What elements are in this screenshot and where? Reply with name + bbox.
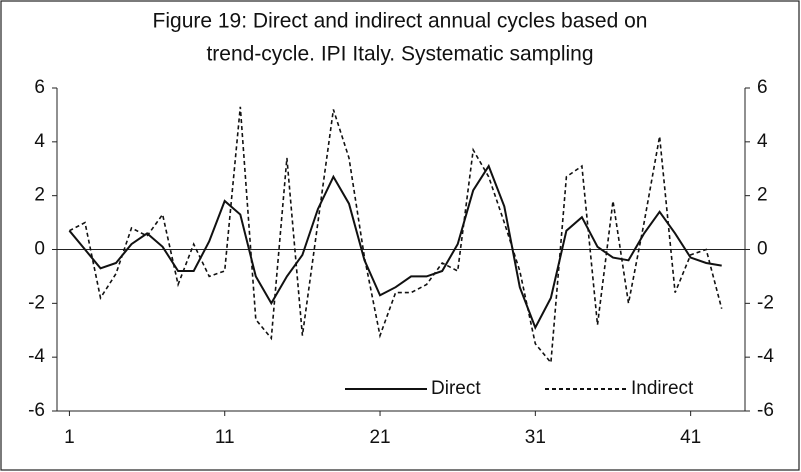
y-tick-label: 0 bbox=[34, 239, 45, 260]
y2-tick-label: 4 bbox=[757, 131, 768, 152]
y2-tick-label: 2 bbox=[757, 185, 768, 206]
x-tick-label: 1 bbox=[64, 427, 75, 448]
legend-label: Indirect bbox=[631, 378, 694, 399]
y2-tick-label: -4 bbox=[757, 346, 774, 367]
legend-label: Direct bbox=[431, 378, 481, 399]
series-line bbox=[68, 163, 722, 331]
y2-tick-label: 0 bbox=[757, 239, 768, 260]
chart-title: trend-cycle. IPI Italy. Systematic sampl… bbox=[206, 43, 593, 66]
y-tick-label: -4 bbox=[28, 346, 45, 367]
y2-tick-label: -2 bbox=[757, 292, 774, 313]
y-tick-label: 2 bbox=[34, 185, 45, 206]
y-tick-label: -6 bbox=[28, 400, 45, 421]
x-tick-label: 21 bbox=[369, 427, 390, 448]
y-tick-label: -2 bbox=[28, 292, 45, 313]
series-line bbox=[69, 106, 723, 365]
chart-title: Figure 19: Direct and indirect annual cy… bbox=[153, 10, 648, 33]
y2-tick-label: -6 bbox=[757, 400, 774, 421]
y-tick-label: 4 bbox=[34, 131, 45, 152]
y-tick-label: 6 bbox=[34, 77, 45, 98]
y2-tick-label: 6 bbox=[757, 77, 768, 98]
x-tick-label: 41 bbox=[680, 427, 701, 448]
x-tick-label: 11 bbox=[215, 427, 235, 448]
x-tick-label: 31 bbox=[525, 427, 546, 448]
